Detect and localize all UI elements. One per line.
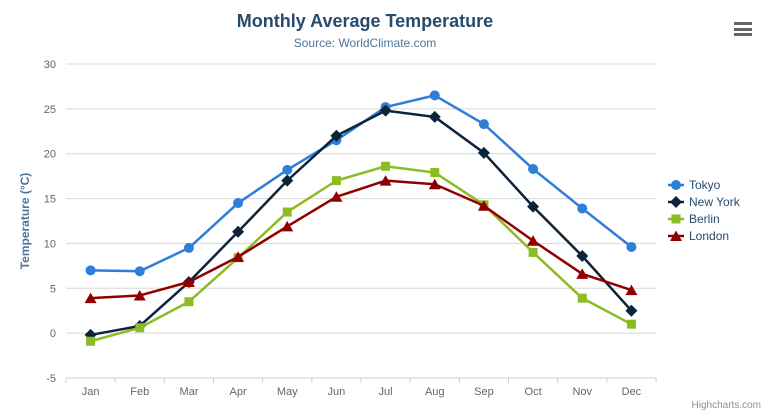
legend-item-tokyo[interactable]: Tokyo xyxy=(668,176,768,193)
marker-tokyo-nov[interactable] xyxy=(577,203,588,214)
legend-symbol-marker-berlin xyxy=(671,214,681,223)
x-tick-label-aug: Aug xyxy=(425,386,445,398)
x-tick-label-jun: Jun xyxy=(328,386,346,398)
marker-new-york-oct[interactable] xyxy=(527,200,540,213)
y-tick-label-20: 20 xyxy=(44,149,56,161)
marker-london-aug[interactable] xyxy=(428,178,441,190)
marker-london-mar[interactable] xyxy=(182,276,195,288)
marker-tokyo-jan[interactable] xyxy=(85,265,96,276)
legend-triangle-icon xyxy=(668,230,684,241)
marker-new-york-apr[interactable] xyxy=(232,225,245,238)
y-tick-label-5: 5 xyxy=(50,283,56,295)
marker-new-york-jul[interactable] xyxy=(379,104,392,117)
legend-symbol-marker-new-york xyxy=(670,195,682,208)
marker-london-nov[interactable] xyxy=(576,268,589,279)
y-tick-label-25: 25 xyxy=(44,104,56,116)
marker-london-jan[interactable] xyxy=(84,292,97,304)
series-line-london[interactable] xyxy=(89,179,633,300)
marker-berlin-jan[interactable] xyxy=(86,336,96,346)
chart-subtitle: Source: WorldClimate.com xyxy=(293,36,437,50)
marker-tokyo-aug[interactable] xyxy=(429,90,440,101)
marker-berlin-dec[interactable] xyxy=(626,319,636,329)
chart-title: Monthly Average Temperature xyxy=(236,11,494,31)
x-tick-label-oct: Oct xyxy=(525,386,542,398)
marker-new-york-dec[interactable] xyxy=(625,304,638,317)
legend-label-london: London xyxy=(689,228,730,243)
legend-square-icon xyxy=(668,214,684,223)
x-tick-label-nov: Nov xyxy=(572,386,592,398)
y-tick-label-0: 0 xyxy=(50,328,56,340)
marker-berlin-mar[interactable] xyxy=(184,297,194,307)
x-tick-label-apr: Apr xyxy=(230,386,247,398)
marker-london-may[interactable] xyxy=(281,220,294,232)
marker-new-york-jun[interactable] xyxy=(330,129,343,142)
marker-london-jun[interactable] xyxy=(330,191,343,202)
marker-london-feb[interactable] xyxy=(133,289,146,301)
legend: Tokyo New York Berlin London xyxy=(668,176,768,244)
y-tick-label-30: 30 xyxy=(44,59,56,71)
legend-circle-icon xyxy=(668,179,684,190)
legend-item-berlin[interactable]: Berlin xyxy=(668,210,768,227)
marker-new-york-sep[interactable] xyxy=(477,146,490,159)
highcharts-credit-link[interactable]: Highcharts.com xyxy=(691,400,761,411)
x-tick-label-feb: Feb xyxy=(130,386,149,398)
marker-new-york-nov[interactable] xyxy=(576,249,589,262)
marker-london-sep[interactable] xyxy=(477,200,490,211)
legend-item-new-york[interactable]: New York xyxy=(668,193,768,210)
marker-tokyo-feb[interactable] xyxy=(134,266,145,277)
marker-new-york-aug[interactable] xyxy=(428,110,441,123)
x-tick-label-sep: Sep xyxy=(474,386,494,398)
marker-tokyo-oct[interactable] xyxy=(528,163,539,174)
marker-london-jul[interactable] xyxy=(379,175,392,186)
marker-tokyo-may[interactable] xyxy=(282,164,293,175)
y-tick-label-10: 10 xyxy=(44,238,56,250)
x-tick-label-jul: Jul xyxy=(379,386,393,398)
x-tick-label-dec: Dec xyxy=(622,386,642,398)
x-tick-label-may: May xyxy=(277,386,298,398)
marker-berlin-oct[interactable] xyxy=(528,247,538,257)
marker-berlin-jun[interactable] xyxy=(331,176,341,186)
marker-london-oct[interactable] xyxy=(527,235,540,246)
legend-symbol-marker-tokyo xyxy=(671,179,681,190)
series-line-tokyo[interactable] xyxy=(89,94,633,273)
marker-berlin-feb[interactable] xyxy=(135,323,145,333)
series-line-new-york[interactable] xyxy=(89,109,633,337)
legend-label-new-york: New York xyxy=(689,194,740,209)
x-tick-label-mar: Mar xyxy=(179,386,198,398)
marker-tokyo-sep[interactable] xyxy=(478,119,489,130)
marker-london-apr[interactable] xyxy=(232,251,245,262)
x-tick-label-jan: Jan xyxy=(82,386,100,398)
legend-label-berlin: Berlin xyxy=(689,211,720,226)
legend-symbol-marker-london xyxy=(670,230,682,241)
marker-berlin-jul[interactable] xyxy=(381,161,391,171)
y-tick-label-15: 15 xyxy=(44,194,56,206)
y-axis-title: Temperature (°C) xyxy=(18,172,32,270)
y-tick-label--5: -5 xyxy=(46,373,56,385)
hamburger-icon xyxy=(733,22,753,36)
export-menu-button[interactable] xyxy=(732,20,754,38)
marker-berlin-nov[interactable] xyxy=(577,293,587,303)
legend-label-tokyo: Tokyo xyxy=(689,177,721,192)
marker-tokyo-apr[interactable] xyxy=(233,198,244,209)
marker-berlin-may[interactable] xyxy=(282,207,292,217)
marker-tokyo-mar[interactable] xyxy=(183,242,194,253)
marker-berlin-aug[interactable] xyxy=(430,168,440,178)
legend-diamond-icon xyxy=(668,195,684,208)
marker-tokyo-dec[interactable] xyxy=(626,242,637,253)
marker-london-dec[interactable] xyxy=(625,284,638,296)
series-line-berlin[interactable] xyxy=(89,165,633,343)
legend-item-london[interactable]: London xyxy=(668,227,768,244)
marker-new-york-may[interactable] xyxy=(281,174,294,187)
